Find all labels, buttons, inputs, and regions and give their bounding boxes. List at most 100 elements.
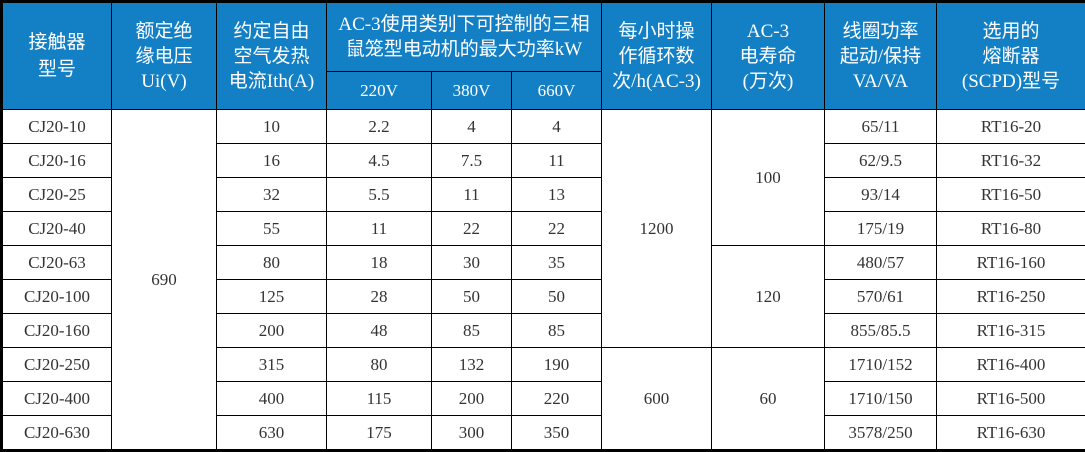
fuse-cell: RT16-20 bbox=[937, 110, 1085, 144]
p660-cell: 4 bbox=[512, 110, 602, 144]
p380-cell: 85 bbox=[432, 314, 512, 348]
p380-cell: 200 bbox=[432, 382, 512, 416]
model-cell: CJ20-63 bbox=[2, 246, 112, 280]
ith-cell: 16 bbox=[217, 144, 327, 178]
fuse-cell: RT16-50 bbox=[937, 178, 1085, 212]
header-ith-line3: 电流Ith(A) bbox=[217, 69, 326, 94]
p220-cell: 18 bbox=[327, 246, 432, 280]
coil-cell: 480/57 bbox=[825, 246, 937, 280]
model-cell: CJ20-10 bbox=[2, 110, 112, 144]
fuse-cell: RT16-32 bbox=[937, 144, 1085, 178]
p380-cell: 11 bbox=[432, 178, 512, 212]
header-model: 接触器 型号 bbox=[2, 2, 112, 110]
life-cell-rows5to7: 120 bbox=[712, 246, 825, 348]
table-row-cj20-10: CJ20-10 690 10 2.2 4 4 1200 100 65/11 RT… bbox=[2, 110, 1085, 144]
fuse-cell: RT16-500 bbox=[937, 382, 1085, 416]
p220-cell: 28 bbox=[327, 280, 432, 314]
header-life-line3: (万次) bbox=[712, 69, 824, 94]
p220-cell: 11 bbox=[327, 212, 432, 246]
p380-cell: 50 bbox=[432, 280, 512, 314]
header-220v: 220V bbox=[327, 72, 432, 110]
p660-cell: 220 bbox=[512, 382, 602, 416]
p220-cell: 80 bbox=[327, 348, 432, 382]
coil-cell: 175/19 bbox=[825, 212, 937, 246]
header-coil-line3: VA/VA bbox=[825, 69, 936, 94]
header-380v: 380V bbox=[432, 72, 512, 110]
ith-cell: 10 bbox=[217, 110, 327, 144]
ith-cell: 630 bbox=[217, 416, 327, 451]
life-cell-rows1to4: 100 bbox=[712, 110, 825, 246]
coil-cell: 3578/250 bbox=[825, 416, 937, 451]
coil-cell: 855/85.5 bbox=[825, 314, 937, 348]
header-ac3-group-line2: 鼠笼型电动机的最大功率kW bbox=[327, 37, 601, 62]
p660-cell: 35 bbox=[512, 246, 602, 280]
header-coil-line2: 起动/保持 bbox=[825, 44, 936, 69]
coil-cell: 1710/152 bbox=[825, 348, 937, 382]
cycles-cell-rows1to7: 1200 bbox=[602, 110, 712, 348]
p660-cell: 22 bbox=[512, 212, 602, 246]
model-cell: CJ20-160 bbox=[2, 314, 112, 348]
p660-cell: 350 bbox=[512, 416, 602, 451]
header-cycles-line1: 每小时操 bbox=[602, 19, 711, 44]
header-fuse-model: 选用的 熔断器 (SCPD)型号 bbox=[937, 2, 1085, 110]
header-ui-line1: 额定绝 bbox=[112, 19, 216, 44]
p380-cell: 300 bbox=[432, 416, 512, 451]
p220-cell: 175 bbox=[327, 416, 432, 451]
ith-cell: 55 bbox=[217, 212, 327, 246]
model-cell: CJ20-100 bbox=[2, 280, 112, 314]
p660-cell: 50 bbox=[512, 280, 602, 314]
model-cell: CJ20-16 bbox=[2, 144, 112, 178]
header-life-line1: AC-3 bbox=[712, 19, 824, 44]
fuse-cell: RT16-315 bbox=[937, 314, 1085, 348]
header-model-line1: 接触器 bbox=[3, 29, 111, 56]
coil-cell: 570/61 bbox=[825, 280, 937, 314]
p660-cell: 11 bbox=[512, 144, 602, 178]
cycles-cell-rows8to10: 600 bbox=[602, 348, 712, 451]
p380-cell: 132 bbox=[432, 348, 512, 382]
model-cell: CJ20-400 bbox=[2, 382, 112, 416]
p380-cell: 22 bbox=[432, 212, 512, 246]
header-thermal-current: 约定自由 空气发热 电流Ith(A) bbox=[217, 2, 327, 110]
ith-cell: 32 bbox=[217, 178, 327, 212]
header-660v: 660V bbox=[512, 72, 602, 110]
ui-value-cell: 690 bbox=[112, 110, 217, 451]
fuse-cell: RT16-80 bbox=[937, 212, 1085, 246]
p660-cell: 85 bbox=[512, 314, 602, 348]
header-rated-insulation-voltage: 额定绝 缘电压 Ui(V) bbox=[112, 2, 217, 110]
p220-cell: 5.5 bbox=[327, 178, 432, 212]
ith-cell: 315 bbox=[217, 348, 327, 382]
p220-cell: 115 bbox=[327, 382, 432, 416]
p380-cell: 7.5 bbox=[432, 144, 512, 178]
header-cycles-line3: 次/h(AC-3) bbox=[602, 69, 711, 94]
header-electrical-life: AC-3 电寿命 (万次) bbox=[712, 2, 825, 110]
model-cell: CJ20-630 bbox=[2, 416, 112, 451]
coil-cell: 93/14 bbox=[825, 178, 937, 212]
fuse-cell: RT16-250 bbox=[937, 280, 1085, 314]
header-operating-cycles: 每小时操 作循环数 次/h(AC-3) bbox=[602, 2, 712, 110]
ith-cell: 125 bbox=[217, 280, 327, 314]
p220-cell: 4.5 bbox=[327, 144, 432, 178]
header-fuse-line2: 熔断器 bbox=[937, 44, 1085, 69]
header-fuse-line3: (SCPD)型号 bbox=[937, 69, 1085, 94]
header-fuse-line1: 选用的 bbox=[937, 19, 1085, 44]
model-cell: CJ20-25 bbox=[2, 178, 112, 212]
header-coil-line1: 线圈功率 bbox=[825, 19, 936, 44]
header-ac3-group-line1: AC-3使用类别下可控制的三相 bbox=[327, 12, 601, 37]
p380-cell: 30 bbox=[432, 246, 512, 280]
model-cell: CJ20-40 bbox=[2, 212, 112, 246]
model-cell: CJ20-250 bbox=[2, 348, 112, 382]
header-life-line2: 电寿命 bbox=[712, 44, 824, 69]
ith-cell: 80 bbox=[217, 246, 327, 280]
header-cycles-line2: 作循环数 bbox=[602, 44, 711, 69]
header-model-line2: 型号 bbox=[3, 56, 111, 83]
coil-cell: 1710/150 bbox=[825, 382, 937, 416]
fuse-cell: RT16-160 bbox=[937, 246, 1085, 280]
fuse-cell: RT16-400 bbox=[937, 348, 1085, 382]
header-row-main: 接触器 型号 额定绝 缘电压 Ui(V) 约定自由 空气发热 电流Ith(A) … bbox=[2, 2, 1085, 72]
p660-cell: 190 bbox=[512, 348, 602, 382]
p380-cell: 4 bbox=[432, 110, 512, 144]
coil-cell: 65/11 bbox=[825, 110, 937, 144]
fuse-cell: RT16-630 bbox=[937, 416, 1085, 451]
p220-cell: 48 bbox=[327, 314, 432, 348]
